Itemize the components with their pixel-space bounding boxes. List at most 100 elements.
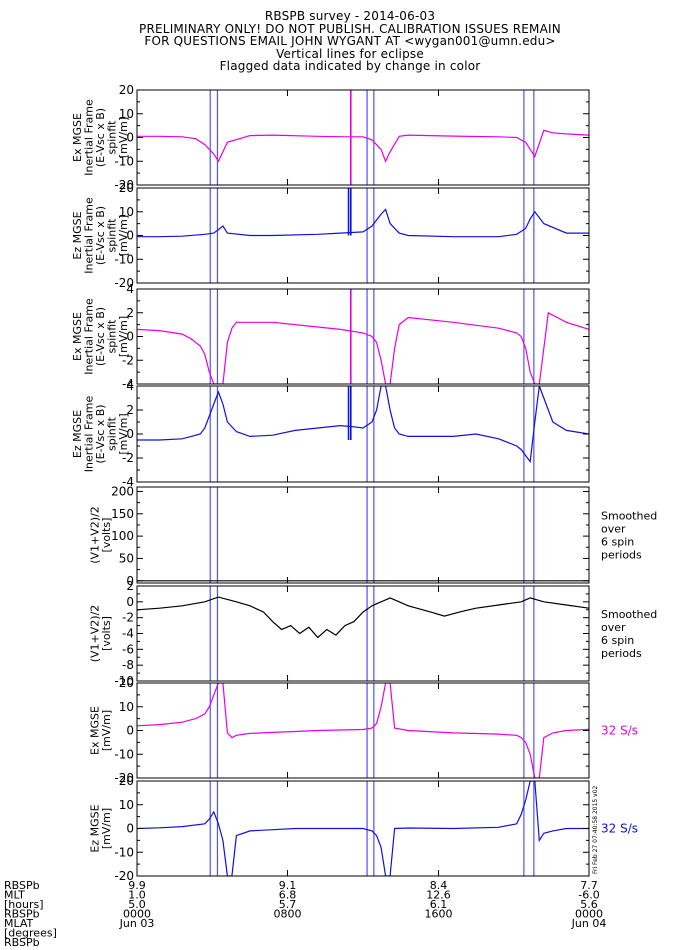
y-tick-label: 20 <box>119 181 134 195</box>
x-axis-row-label: RBSPb <box>4 908 40 921</box>
y-tick-label: 10 <box>119 107 134 121</box>
x-axis-row-label: MLT <box>4 889 25 902</box>
y-axis-label: (V1+V2)/2[volts] <box>88 506 113 564</box>
timestamp-text: Fri Feb 27 07:40:58 2015 v02 <box>592 785 599 874</box>
y-axis-label-line: [mV/m] <box>117 117 130 158</box>
y-tick-label: -2 <box>122 353 134 367</box>
panel-data-group <box>137 781 589 876</box>
timestamp: Fri Feb 27 07:40:58 2015 v02 <box>592 785 599 874</box>
y-tick-label: -20 <box>114 276 134 290</box>
y-axis-label-line: (E-Vsc x B) <box>94 404 107 463</box>
eclipse-note: Vertical lines for eclipse <box>276 46 424 61</box>
series-line <box>137 683 589 778</box>
right-annotation: Smoothed <box>601 608 657 621</box>
panel-data-group <box>137 683 589 778</box>
x-tick-label: -6.0 <box>578 889 599 902</box>
y-axis-label-line: (V1+V2)/2 <box>88 506 101 564</box>
panel-data-group <box>137 188 589 283</box>
y-tick-label: 0 <box>126 822 134 836</box>
series-line <box>137 208 589 238</box>
x-axis-row-label: RBSPb <box>4 879 40 892</box>
y-tick-label: 0 <box>126 574 134 588</box>
y-tick-label: -2 <box>122 451 134 465</box>
x-tick-label: 0800 <box>274 908 302 921</box>
y-tick-label: -4 <box>122 377 134 391</box>
y-axis-label: (V1+V2)/2[volts] <box>88 605 113 663</box>
preliminary-notice: PRELIMINARY ONLY! DO NOT PUBLISH. CALIBR… <box>139 21 561 36</box>
panel-frame <box>136 682 590 779</box>
x-tick-label: 5.6 <box>580 898 598 911</box>
y-tick-label: 50 <box>119 551 134 565</box>
y-axis-label-line: spinfit <box>106 120 119 155</box>
x-tick-label: 1600 <box>424 908 452 921</box>
y-axis-label-line: [volts] <box>100 518 113 553</box>
panel-frame <box>136 89 590 186</box>
panel-7: 20 10 0 -10 -20 Ex MGSE[mV/m] 32 S/s <box>88 676 638 785</box>
figure-title: RBSPB survey - 2014-06-03 <box>264 9 436 23</box>
y-tick-label: 4 <box>126 379 134 393</box>
right-annotation: 32 S/s <box>601 822 638 836</box>
y-axis-label-line: Ex MGSE <box>71 113 84 162</box>
y-tick-label: 0 <box>126 330 134 344</box>
y-axis-label-line: Inertial Frame <box>83 197 96 274</box>
y-axis-label-line: (V1+V2)/2 <box>88 605 101 663</box>
x-tick-label: 7.7 <box>580 879 598 892</box>
x-axis-row-label: [hours] <box>4 898 44 911</box>
panel-data-group <box>137 586 589 681</box>
panel-data-group <box>137 487 589 583</box>
x-tick-label: 0000 <box>575 908 603 921</box>
panel-data-group <box>137 90 589 185</box>
y-tick-label: 2 <box>126 306 134 320</box>
y-axis-label-line: [mV/m] <box>117 413 130 454</box>
y-axis-label-line: [volts] <box>100 616 113 651</box>
series-line <box>137 386 589 464</box>
x-tick-label: 8.4 <box>430 879 448 892</box>
x-tick-label: 9.1 <box>279 879 297 892</box>
panel-frame <box>136 585 590 682</box>
panel-data-group <box>137 289 589 384</box>
y-axis-label-line: [mV/m] <box>117 316 130 357</box>
y-tick-label: 2 <box>126 579 134 593</box>
y-axis-label-line: Inertial Frame <box>83 396 96 473</box>
x-axis-row-label: [degrees] <box>4 927 57 940</box>
panel-6: 20-2-4-6-8-10(V1+V2)/2[volts]Smoothedove… <box>88 579 657 688</box>
right-annotation: Smoothed <box>601 510 657 523</box>
y-axis-label-line: Ez MGSE <box>71 410 84 458</box>
right-annotation: over <box>601 621 626 634</box>
series-line <box>137 781 589 876</box>
y-tick-label: 0 <box>126 595 134 609</box>
y-axis-label-line: (E-Vsc x B) <box>94 307 107 366</box>
y-tick-label: 0 <box>126 131 134 145</box>
flag-note: Flagged data indicated by change in colo… <box>219 59 481 73</box>
y-tick-label: -2 <box>122 611 134 625</box>
panel-5: 200 150 100 50 0 (V1+V2)/2[volts] Smoothedover… <box>88 484 657 587</box>
x-tick-label: 5.0 <box>128 898 146 911</box>
panel-frame <box>136 187 590 284</box>
y-axis-label-line: Inertial Frame <box>83 99 96 176</box>
y-tick-label: 2 <box>126 403 134 417</box>
series-line <box>137 129 589 163</box>
panel-8: 20 10 0 -10 -20 Ez MGSE[mV/m] 32 S/s <box>88 774 638 883</box>
x-tick-label: 9.9 <box>128 879 146 892</box>
y-tick-label: -20 <box>114 869 134 883</box>
right-annotation: over <box>601 523 626 536</box>
y-axis-label-line: Ex MGSE <box>88 706 101 755</box>
y-tick-label: 20 <box>119 83 134 97</box>
panel-data-group <box>137 386 589 482</box>
x-axis-row-label: MLAT <box>4 917 34 930</box>
y-tick-label: 4 <box>126 282 134 296</box>
y-axis-label-line: spinfit <box>106 218 119 253</box>
x-tick-label: 1.0 <box>128 889 146 902</box>
x-tick-label: Jun 03 <box>119 917 155 930</box>
x-tick-label: 12.6 <box>426 889 451 902</box>
y-tick-label: 0 <box>126 724 134 738</box>
y-axis-label-line: (E-Vsc x B) <box>94 108 107 167</box>
y-tick-label: 10 <box>119 798 134 812</box>
x-tick-label: 6.1 <box>430 898 448 911</box>
x-tick-label: 6.8 <box>279 889 297 902</box>
